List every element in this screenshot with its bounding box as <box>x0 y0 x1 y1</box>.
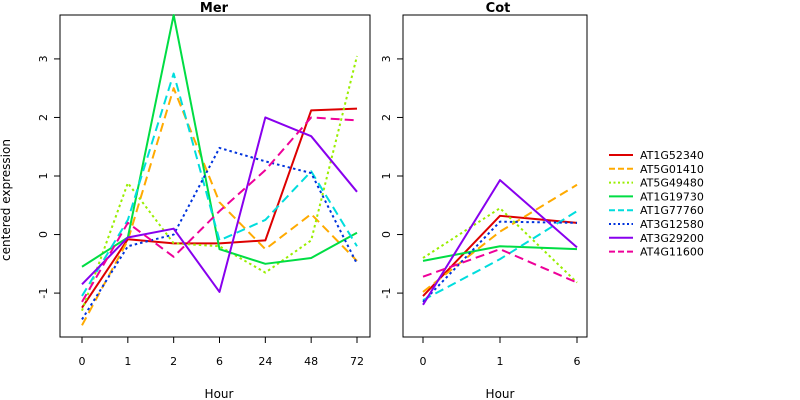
legend-label: AT3G12580 <box>640 218 704 231</box>
mer-series-line-at5g01410 <box>81 87 358 326</box>
mer-panel: Mer Hour centered expression -1 0 1 2 3 0 1 2 6 2… <box>0 1 371 400</box>
mer-x-tick-label: 2 <box>170 355 177 368</box>
legend: AT1G52340AT5G01410AT5G49480AT1G19730AT1G… <box>609 149 704 259</box>
mer-x-tick-label: 6 <box>216 355 223 368</box>
cot-series-line-at3g12580 <box>422 220 578 303</box>
cot-x-tick-label: 6 <box>574 355 581 368</box>
mer-x-tick-label: 24 <box>258 355 272 368</box>
legend-label: AT5G49480 <box>640 177 704 190</box>
mer-y-tick-label: 0 <box>37 231 50 238</box>
cot-panel: Cot Hour -1 0 1 2 3 0 1 6 <box>380 1 588 400</box>
mer-plot-frame <box>59 14 371 338</box>
legend-label: AT4G11600 <box>640 246 704 259</box>
cot-x-axis-label: Hour <box>486 387 515 400</box>
mer-x-tick-label: 1 <box>124 355 131 368</box>
mer-x-tick-label: 48 <box>304 355 318 368</box>
mer-y-tick-label: -1 <box>37 288 50 299</box>
cot-panel-title: Cot <box>486 1 511 16</box>
cot-series-line-at1g52340 <box>422 214 578 297</box>
mer-series-line-at1g52340 <box>81 107 358 309</box>
mer-x-tick-label: 72 <box>350 355 364 368</box>
mer-series-line-at3g12580 <box>81 146 358 320</box>
mer-y-tick-label: 1 <box>37 173 50 180</box>
legend-label: AT3G29200 <box>640 232 704 245</box>
mer-x-tick-label: 0 <box>79 355 86 368</box>
legend-label: AT1G77760 <box>640 204 704 217</box>
cot-series-line-at1g19730 <box>422 245 578 262</box>
cot-y-tick-label: 0 <box>380 231 393 238</box>
cot-series-line-at1g77760 <box>422 210 578 301</box>
mer-y-tick-label: 2 <box>37 114 50 121</box>
mer-y-tick-label: 3 <box>37 55 50 62</box>
legend-label: AT1G19730 <box>640 190 704 203</box>
cot-x-tick-label: 1 <box>497 355 504 368</box>
cot-y-tick-label: 1 <box>380 173 393 180</box>
mer-x-axis-label: Hour <box>205 387 234 400</box>
legend-label: AT1G52340 <box>640 149 704 162</box>
mer-series-line-at3g29200 <box>81 116 358 293</box>
cot-series-line-at3g29200 <box>422 179 578 306</box>
cot-y-tick-label: -1 <box>380 288 393 299</box>
cot-series-line-at5g01410 <box>422 183 578 293</box>
y-axis-label: centered expression <box>0 139 13 261</box>
cot-x-tick-label: 0 <box>420 355 427 368</box>
legend-label: AT5G01410 <box>640 163 704 176</box>
mer-series-line-at1g77760 <box>81 72 358 297</box>
cot-y-tick-label: 3 <box>380 55 393 62</box>
cot-y-tick-label: 2 <box>380 114 393 121</box>
mer-panel-title: Mer <box>200 1 229 16</box>
mer-series-line-at4g11600 <box>81 116 358 303</box>
